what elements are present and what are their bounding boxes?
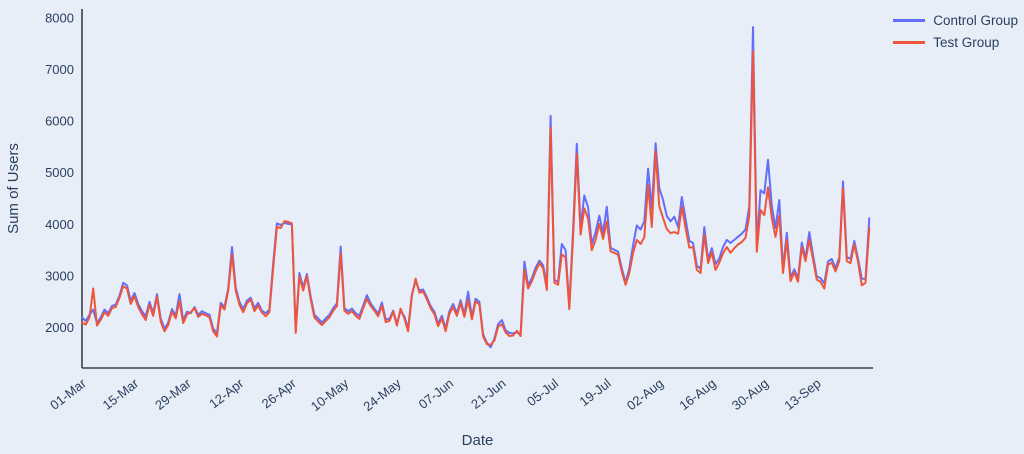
x-tick-label: 12-Apr — [206, 375, 247, 411]
x-tick-label: 21-Jun — [468, 376, 509, 412]
y-tick-label: 6000 — [45, 114, 74, 129]
legend-label-control-group: Control Group — [933, 13, 1018, 28]
control-group-line-swatch — [893, 19, 926, 22]
y-tick-label: 3000 — [45, 269, 74, 284]
x-axis-title: Date — [462, 432, 494, 449]
x-tick-label: 19-Jul — [577, 375, 614, 409]
x-tick-label: 13-Sep — [781, 376, 823, 414]
x-tick-label: 10-May — [308, 375, 352, 414]
test-group-line-swatch — [893, 41, 926, 44]
x-tick-label: 05-Jul — [524, 375, 561, 409]
legend-label-test-group: Test Group — [933, 35, 1000, 50]
y-tick-label: 8000 — [45, 10, 74, 25]
x-tick-label: 24-May — [360, 375, 404, 414]
x-tick-label: 02-Aug — [624, 376, 666, 414]
x-tick-label: 29-Mar — [152, 375, 194, 413]
y-tick-label: 5000 — [45, 165, 74, 180]
x-tick-label: 30-Aug — [729, 376, 771, 414]
control-group-line — [81, 26, 871, 349]
y-axis-title: Sum of Users — [5, 143, 22, 234]
y-tick-label: 4000 — [45, 217, 74, 232]
y-tick-label: 7000 — [45, 62, 74, 77]
x-tick-label: 01-Mar — [47, 375, 89, 413]
legend-item-test-group[interactable]: Test Group — [893, 35, 1018, 50]
legend: Control Group Test Group — [893, 13, 1018, 50]
y-tick-label: 2000 — [45, 320, 74, 335]
test-group-line — [81, 50, 871, 346]
x-tick-label: 16-Aug — [676, 376, 718, 414]
x-tick-label: 07-Jun — [416, 376, 457, 412]
legend-item-control-group[interactable]: Control Group — [893, 13, 1018, 28]
x-tick-label: 15-Mar — [100, 375, 142, 413]
x-tick-label: 26-Apr — [259, 375, 300, 411]
